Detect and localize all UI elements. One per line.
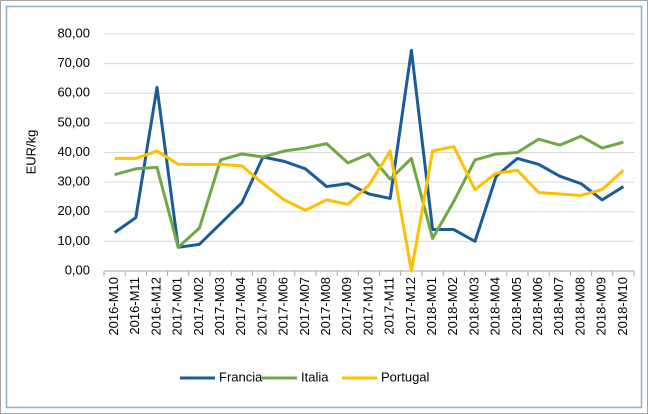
legend-label: Francia <box>219 369 263 384</box>
x-tick-label: 2017-M11 <box>382 277 397 335</box>
x-tick-label: 2018-M07 <box>551 277 566 336</box>
y-tick-label: 30,00 <box>57 174 90 189</box>
x-tick-label: 2018-M08 <box>572 277 587 336</box>
series-line <box>113 48 625 249</box>
y-tick-label: 60,00 <box>57 85 90 100</box>
x-tick-label: 2018-M01 <box>424 277 439 336</box>
x-tick-label: 2017-M02 <box>191 277 206 336</box>
x-tick-label: 2018-M03 <box>466 277 481 336</box>
x-tick-label: 2018-M10 <box>615 277 630 336</box>
x-tick-label: 2016-M11 <box>127 277 142 335</box>
x-tick-label: 2016-M12 <box>148 277 163 336</box>
x-tick-label: 2017-M06 <box>276 277 291 336</box>
legend-label: Portugal <box>381 369 430 384</box>
y-tick-label: 40,00 <box>57 144 90 159</box>
x-tick-label: 2018-M02 <box>445 277 460 336</box>
y-tick-label: 10,00 <box>57 233 90 248</box>
x-tick-label: 2017-M03 <box>212 277 227 336</box>
x-tick-label: 2017-M01 <box>170 277 185 336</box>
x-tick-label: 2017-M10 <box>360 277 375 336</box>
x-tick-label: 2017-M12 <box>403 277 418 336</box>
y-tick-label: 50,00 <box>57 114 90 129</box>
x-tick-label: 2017-M09 <box>339 277 354 336</box>
x-tick-label: 2018-M06 <box>530 277 545 336</box>
y-tick-label: 0,00 <box>65 262 90 277</box>
x-tick-label: 2017-M05 <box>254 277 269 336</box>
series-line <box>114 134 624 249</box>
x-tick-label: 2017-M04 <box>233 277 248 336</box>
x-tick-label: 2018-M04 <box>488 277 503 336</box>
legend-label: Italia <box>301 369 329 384</box>
chart-frame <box>5 5 643 409</box>
y-tick-label: 80,00 <box>57 25 90 40</box>
y-tick-label: 20,00 <box>57 203 90 218</box>
x-tick-label: 2017-M08 <box>318 277 333 336</box>
x-tick-label: 2017-M07 <box>297 277 312 336</box>
x-tick-label: 2018-M05 <box>509 277 524 336</box>
x-tick-label: 2018-M09 <box>594 277 609 336</box>
y-axis-label: EUR/kg <box>23 130 38 175</box>
x-tick-label: 2016-M10 <box>106 277 121 336</box>
y-tick-label: 70,00 <box>57 55 90 70</box>
series-line <box>114 145 625 273</box>
